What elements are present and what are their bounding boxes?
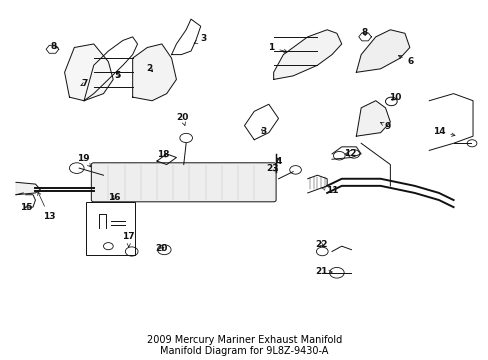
Text: 22: 22 <box>314 240 327 249</box>
Polygon shape <box>16 182 40 195</box>
Text: 2009 Mercury Mariner Exhaust Manifold
Manifold Diagram for 9L8Z-9430-A: 2009 Mercury Mariner Exhaust Manifold Ma… <box>146 335 342 356</box>
Text: 11: 11 <box>322 186 338 195</box>
Text: 1: 1 <box>267 43 286 53</box>
Text: 8: 8 <box>361 28 367 37</box>
Polygon shape <box>132 44 176 101</box>
Text: 8: 8 <box>51 42 58 51</box>
Text: 15: 15 <box>20 203 33 212</box>
Polygon shape <box>356 101 389 136</box>
FancyBboxPatch shape <box>91 163 276 202</box>
Text: 3: 3 <box>260 127 266 136</box>
Text: 14: 14 <box>432 127 454 136</box>
Text: 16: 16 <box>108 193 120 202</box>
Text: 6: 6 <box>398 55 413 66</box>
Text: 19: 19 <box>77 154 91 167</box>
Text: 20: 20 <box>176 113 188 126</box>
Text: 10: 10 <box>388 93 401 102</box>
Text: 20: 20 <box>155 244 168 253</box>
Text: 17: 17 <box>122 232 135 247</box>
Text: 3: 3 <box>194 34 206 44</box>
Text: 9: 9 <box>380 122 390 131</box>
Text: 4: 4 <box>275 157 281 166</box>
Text: 21: 21 <box>314 267 331 276</box>
Text: 23: 23 <box>266 164 278 173</box>
Text: 5: 5 <box>114 71 120 80</box>
Text: 7: 7 <box>81 79 88 88</box>
Text: 13: 13 <box>38 192 55 221</box>
Text: 12: 12 <box>344 149 356 158</box>
Text: 18: 18 <box>156 150 169 159</box>
Polygon shape <box>273 30 341 80</box>
Text: 2: 2 <box>146 64 152 73</box>
Bar <box>86 202 135 255</box>
Polygon shape <box>356 30 409 72</box>
Polygon shape <box>64 44 113 101</box>
